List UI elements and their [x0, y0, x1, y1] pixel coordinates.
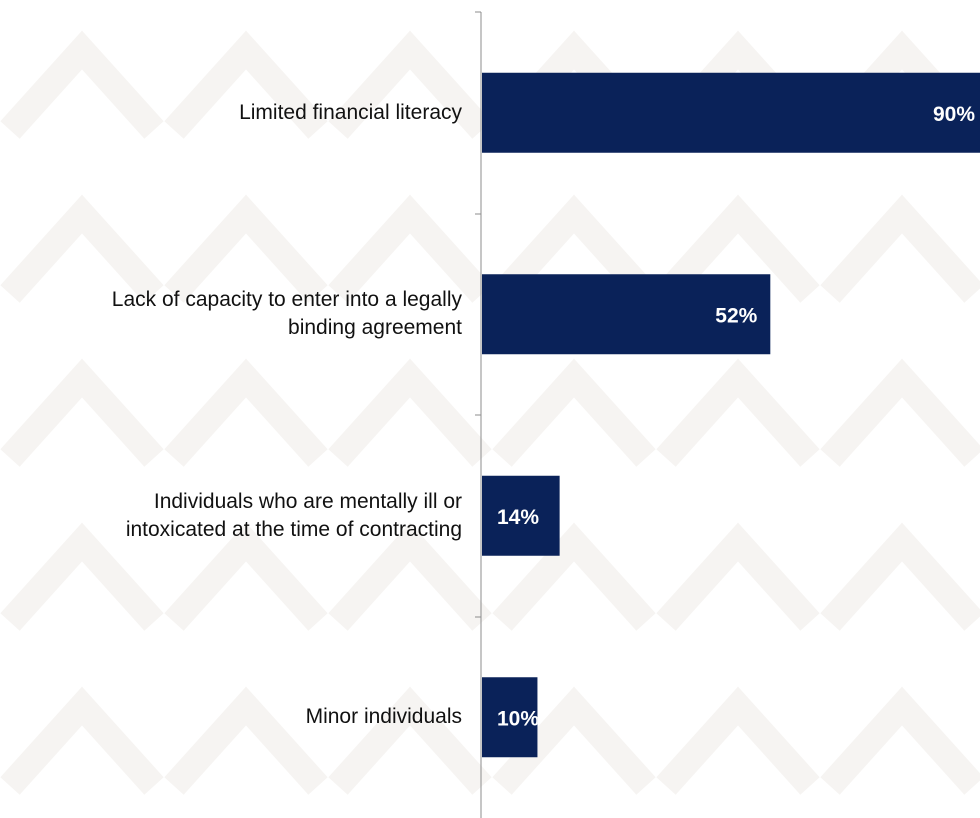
- bar-data-label: 52%: [715, 304, 757, 327]
- category-label: Individuals who are mentally ill or intox…: [7, 488, 462, 544]
- bar-data-label: 14%: [497, 506, 539, 529]
- category-label-line: intoxicated at the time of contracting: [125, 517, 462, 541]
- category-label-line: Minor individuals: [305, 705, 462, 729]
- category-label-line: binding agreement: [288, 316, 462, 340]
- bar-data-label: 90%: [933, 103, 975, 126]
- bar: [482, 677, 538, 758]
- category-label: Limited financial literacy: [7, 99, 462, 127]
- bar-data-label: 10%: [497, 707, 539, 730]
- category-label: Minor individuals: [7, 703, 462, 731]
- bar: [482, 274, 771, 355]
- category-label-line: Limited financial literacy: [239, 100, 462, 124]
- bar: [482, 72, 980, 153]
- category-label-line: Individuals who are mentally ill or: [153, 489, 462, 513]
- category-label: Lack of capacity to enter into a legally…: [7, 286, 462, 342]
- category-label-line: Lack of capacity to enter into a legally: [111, 288, 462, 312]
- bar: [482, 475, 560, 556]
